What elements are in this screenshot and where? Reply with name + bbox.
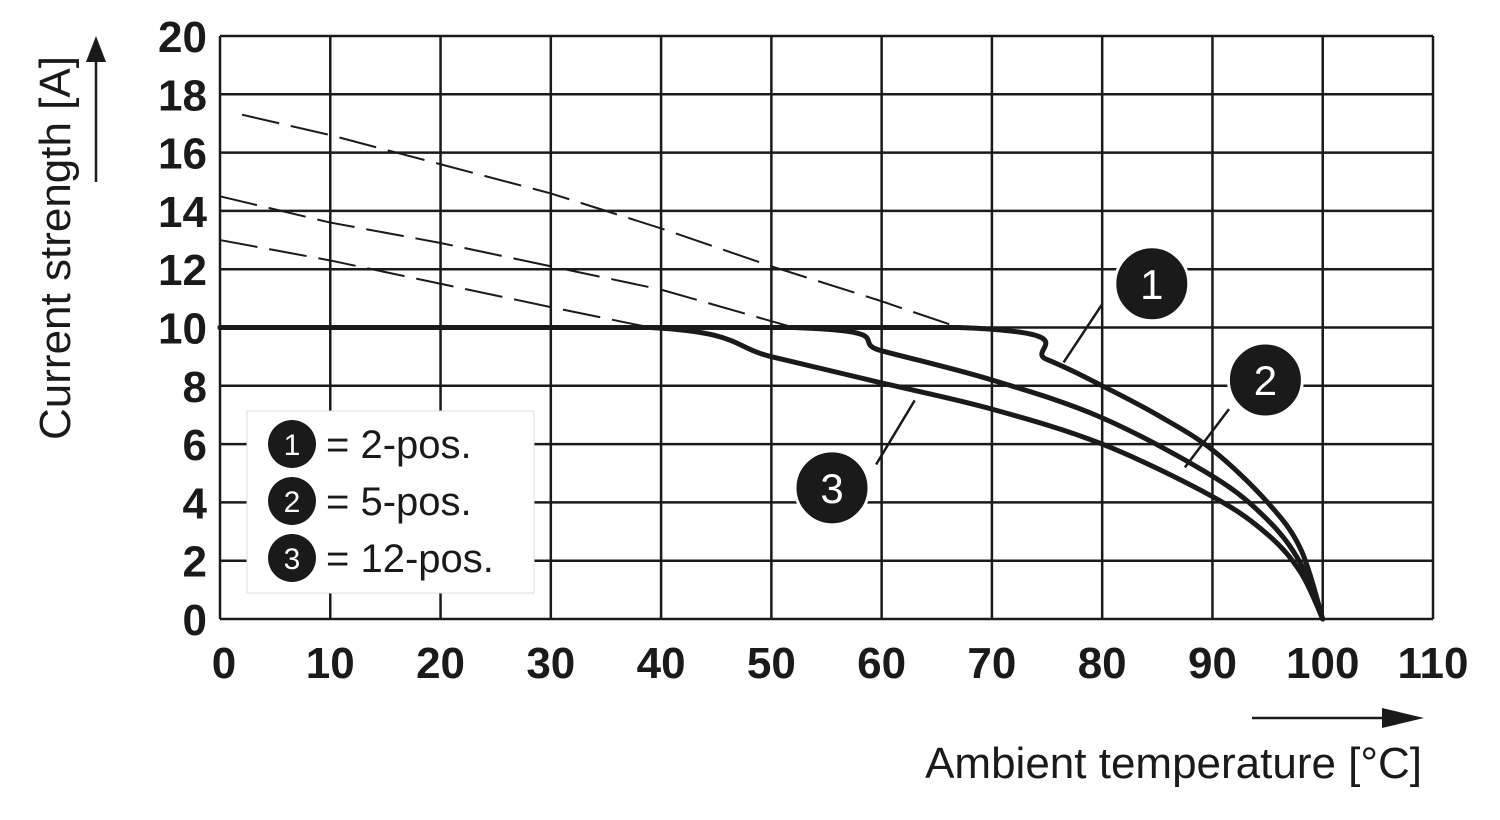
callout-leader-1 bbox=[1062, 303, 1104, 364]
curve-series-1 bbox=[217, 325, 1326, 622]
callout-number-3: 3 bbox=[820, 465, 843, 512]
dashed-line-series-3 bbox=[219, 239, 651, 329]
extrapolation-lines bbox=[219, 113, 960, 329]
x-tick-label: 0 bbox=[212, 639, 236, 688]
y-axis-title-group: Current strength [A] bbox=[31, 36, 106, 440]
y-tick-label: 6 bbox=[183, 421, 207, 470]
y-tick-label: 8 bbox=[183, 363, 207, 412]
x-tick-label: 60 bbox=[857, 639, 906, 688]
callout-circle-2 bbox=[1226, 341, 1304, 419]
y-tick-label: 0 bbox=[183, 596, 207, 645]
legend-marker-number: 2 bbox=[284, 486, 301, 519]
callout-number-1: 1 bbox=[1140, 261, 1163, 308]
derating-curves bbox=[217, 325, 1326, 622]
legend-marker-number: 1 bbox=[284, 429, 301, 462]
callout-leader-3 bbox=[875, 399, 916, 466]
y-tick-label: 4 bbox=[183, 479, 208, 528]
x-tick-label: 100 bbox=[1286, 639, 1359, 688]
callout-circle-1 bbox=[1113, 245, 1191, 323]
legend: 1 = 2-pos. 2 = 5-pos. 3 = 12-pos. bbox=[246, 410, 535, 594]
x-axis-title: Ambient temperature [°C] bbox=[925, 739, 1422, 788]
x-tick-label: 40 bbox=[637, 639, 686, 688]
x-tick-label: 30 bbox=[526, 639, 575, 688]
legend-entry-label: = 2-pos. bbox=[326, 423, 472, 467]
x-tick-label: 10 bbox=[306, 639, 355, 688]
y-tick-label: 2 bbox=[183, 538, 207, 587]
y-axis-title: Current strength [A] bbox=[31, 56, 80, 440]
x-tick-label: 70 bbox=[967, 639, 1016, 688]
callout-leader-2 bbox=[1183, 408, 1230, 469]
dashed-line-series-1 bbox=[241, 113, 960, 329]
legend-marker-3 bbox=[268, 534, 316, 582]
y-axis-arrowhead bbox=[86, 36, 106, 62]
curve-callouts: 1 2 3 bbox=[793, 245, 1304, 527]
tick-labels: 0 10 20 30 40 50 60 70 80 90 100 110024681012141618… bbox=[158, 13, 1468, 688]
x-tick-label: 110 bbox=[1398, 639, 1469, 688]
legend-entry-label: = 12-pos. bbox=[326, 537, 494, 581]
y-tick-label: 14 bbox=[158, 188, 207, 237]
callout-circle-3 bbox=[793, 449, 871, 527]
legend-entry-label: = 5-pos. bbox=[326, 480, 472, 524]
curve-series-3 bbox=[217, 325, 1326, 622]
curve-series-2 bbox=[217, 325, 1326, 622]
x-tick-label: 50 bbox=[747, 639, 796, 688]
y-tick-label: 20 bbox=[158, 13, 207, 62]
x-tick-label: 80 bbox=[1078, 639, 1127, 688]
callout-number-2: 2 bbox=[1254, 357, 1277, 404]
y-tick-label: 18 bbox=[158, 71, 207, 120]
legend-marker-1 bbox=[268, 420, 316, 468]
legend-marker-number: 3 bbox=[284, 543, 301, 576]
y-tick-label: 12 bbox=[158, 246, 207, 295]
x-axis-title-group: Ambient temperature [°C] bbox=[925, 708, 1424, 788]
dashed-line-series-2 bbox=[219, 195, 794, 329]
y-tick-label: 10 bbox=[158, 305, 207, 354]
x-axis-arrowhead bbox=[1382, 708, 1424, 728]
y-tick-label: 16 bbox=[158, 130, 207, 179]
x-tick-label: 20 bbox=[416, 639, 465, 688]
x-tick-label: 90 bbox=[1188, 639, 1237, 688]
legend-marker-2 bbox=[268, 477, 316, 525]
